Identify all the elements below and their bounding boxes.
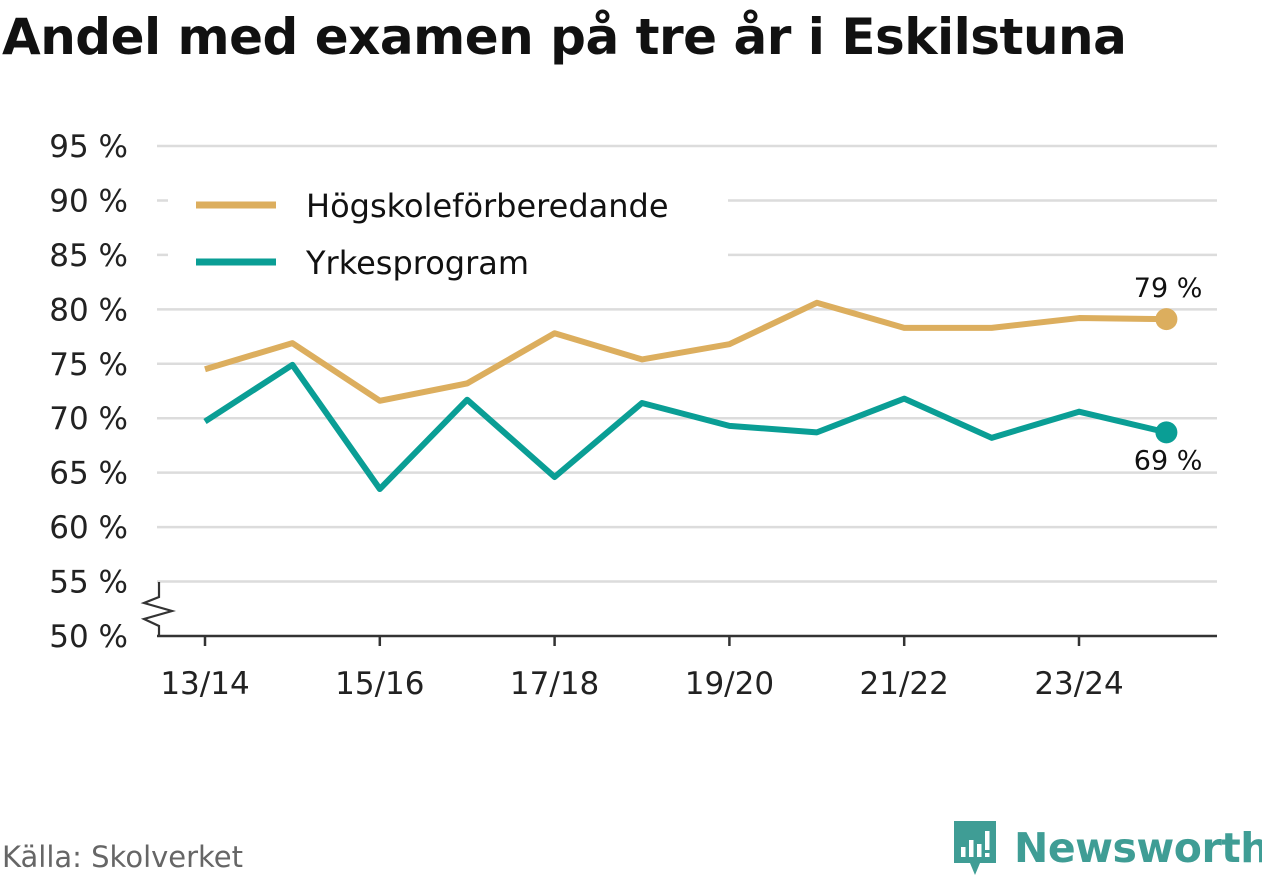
x-tick-label: 19/20	[685, 666, 774, 702]
legend: Högskoleförberedande Yrkesprogram	[168, 180, 728, 287]
y-tick-label: 50 %	[49, 619, 128, 655]
series-lines: 79 % 69 %	[203, 273, 1203, 492]
chart-title: Andel med examen på tre år i Eskilstuna	[2, 8, 1127, 66]
x-tick-label: 15/16	[335, 666, 424, 702]
newsworthy-logo-icon	[954, 821, 996, 875]
x-tick-label: 13/14	[160, 666, 249, 702]
series-line-1	[204, 299, 1167, 404]
y-tick-label: 65 %	[49, 456, 128, 492]
x-axis: 13/14 15/16 17/18 19/20 21/22 23/24	[140, 582, 1217, 702]
end-value-label: 79 %	[1134, 273, 1203, 304]
series-end-point-2	[1155, 421, 1178, 444]
end-value-label: 69 %	[1134, 445, 1203, 476]
legend-label: Yrkesprogram	[305, 244, 529, 282]
x-tick-label: 17/18	[510, 666, 599, 702]
axis-break	[140, 582, 177, 636]
x-tick-label: 21/22	[860, 666, 949, 702]
line-chart: 50 % 55 % 60 % 65 % 70 % 75 % 80 % 85 % 90 % 95 %…	[49, 129, 1217, 702]
y-axis-ticks: 50 % 55 % 60 % 65 % 70 % 75 % 80 % 85 % 90 % 95 %	[49, 129, 128, 655]
y-tick-label: 70 %	[49, 401, 128, 437]
brand-name: Newsworthy	[1014, 824, 1262, 872]
x-tick-label: 23/24	[1034, 666, 1123, 702]
y-tick-label: 85 %	[49, 238, 128, 274]
y-tick-label: 55 %	[49, 565, 128, 601]
series-end-point-1	[1155, 308, 1178, 331]
y-tick-label: 95 %	[49, 129, 128, 165]
legend-label: Högskoleförberedande	[306, 187, 669, 225]
y-tick-label: 60 %	[49, 510, 128, 546]
brand-logo[interactable]: Newsworthy	[950, 817, 1262, 879]
source-note: Källa: Skolverket	[2, 840, 244, 874]
y-tick-label: 80 %	[49, 292, 128, 328]
y-tick-label: 75 %	[49, 347, 128, 383]
series-line-2	[203, 361, 1168, 492]
y-tick-label: 90 %	[49, 183, 128, 219]
